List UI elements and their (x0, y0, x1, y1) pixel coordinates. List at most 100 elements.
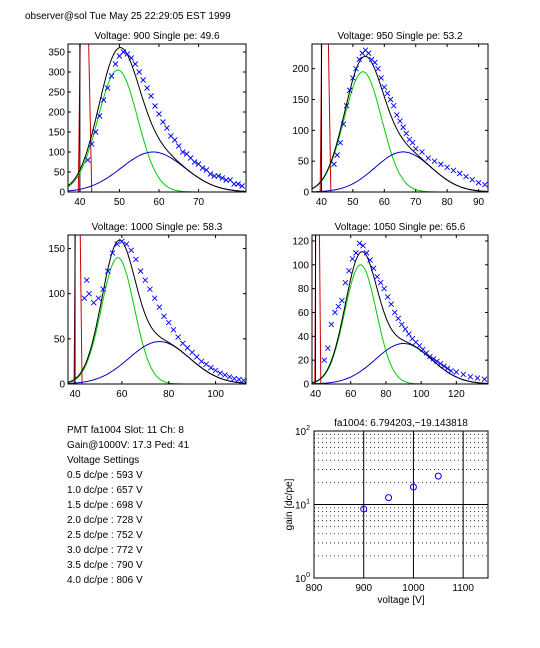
x-tick-label: 60 (153, 197, 165, 208)
data-point (215, 173, 222, 179)
plot-frame (67, 43, 247, 193)
data-point (137, 268, 144, 274)
data-point (425, 155, 432, 161)
x-tick-label: 90 (473, 197, 485, 208)
tick-exponent: 2 (306, 425, 310, 432)
data-point (140, 77, 146, 83)
data-point (381, 84, 388, 90)
data-point (119, 238, 125, 245)
data-point (92, 129, 99, 135)
data-point (365, 50, 372, 57)
y-tick-label: 200 (48, 108, 65, 119)
data-point (161, 313, 167, 320)
data-point (217, 370, 224, 376)
data-point (100, 286, 106, 293)
data-point (156, 111, 162, 117)
data-point (463, 173, 469, 180)
data-point (381, 285, 387, 292)
pmt-info-panel: PMT fa1004 Slot: 11 Ch: 8 Gain@1000V: 17… (67, 423, 267, 588)
single-pe-fit-curve (68, 69, 246, 192)
data-point (467, 374, 474, 380)
info-setting-1-5: 1.5 dc/pe : 698 V (67, 500, 143, 511)
data-point (346, 267, 352, 274)
x-tick-label: 80 (380, 389, 392, 400)
info-voltage-settings-heading: Voltage Settings (67, 455, 140, 466)
x-tick-label: 80 (442, 197, 454, 208)
data-point (390, 102, 397, 109)
data-point (370, 265, 377, 272)
x-tick-label: 40 (310, 389, 322, 400)
total-fit-curve (68, 46, 246, 192)
info-setting-3-0: 3.0 dc/pe : 772 V (67, 545, 143, 556)
data-point (84, 157, 91, 163)
data-point (453, 369, 460, 375)
panel-title: Voltage: 950 Single pe: 53.2 (337, 31, 463, 42)
data-point (356, 56, 362, 63)
info-setting-1-0: 1.0 dc/pe : 657 V (67, 485, 143, 496)
info-setting-3-5: 3.5 dc/pe : 790 V (67, 560, 143, 571)
y-tick-label: 50 (54, 334, 66, 345)
data-point (133, 256, 139, 263)
panel-title: Voltage: 900 Single pe: 49.6 (94, 31, 220, 42)
data-point (377, 279, 384, 286)
data-point (412, 146, 419, 152)
data-point (450, 167, 457, 174)
y-tick-label: 250 (48, 88, 65, 99)
x-tick-label: 40 (69, 389, 81, 400)
data-point (189, 349, 195, 356)
data-point (430, 356, 437, 362)
y-tick-label: 300 (48, 68, 65, 79)
gain-point (409, 483, 417, 491)
tick-base: 10 (295, 574, 307, 585)
y-tick-label: 60 (298, 308, 310, 319)
data-point (441, 363, 447, 369)
y-tick-label: 350 (48, 48, 65, 59)
x-tick-label: 40 (316, 197, 328, 208)
tick-base: 10 (295, 501, 307, 512)
y-tick-label: 80 (298, 284, 310, 295)
data-point (387, 96, 394, 103)
data-point (240, 377, 246, 384)
data-point (165, 319, 172, 326)
tick-exponent: 1 (306, 499, 310, 506)
data-point (391, 309, 398, 316)
data-point (325, 345, 331, 352)
data-point (219, 175, 226, 181)
info-pmt-line: PMT fa1004 Slot: 11 Ch: 8 (67, 425, 184, 436)
data-point (378, 75, 384, 81)
data-point (198, 358, 205, 365)
data-point (100, 97, 107, 103)
data-point (384, 294, 391, 300)
single-pe-fit-curve (312, 71, 488, 192)
data-point (96, 113, 103, 119)
data-point (395, 315, 402, 322)
y-tick-label: 120 (292, 236, 309, 247)
data-point (405, 331, 412, 337)
x-tick-label: 800 (306, 583, 323, 594)
y-tick-label: 101 (295, 499, 310, 512)
data-point (339, 297, 345, 304)
data-point (222, 372, 228, 378)
y-tick-label: 50 (54, 168, 66, 179)
gain-point (385, 494, 393, 502)
data-point (402, 326, 409, 332)
data-point (372, 59, 378, 66)
x-tick-label: 50 (114, 197, 126, 208)
histogram-panel-1: Voltage: 900 Single pe: 49.6 40 50 60 70 0 50 1… (48, 31, 247, 208)
data-point (148, 93, 154, 99)
data-point (474, 375, 481, 381)
data-point (346, 87, 353, 94)
info-gain-line: Gain@1000V: 17.3 Ped: 41 (67, 440, 190, 451)
y-tick-label: 100 (292, 126, 309, 137)
y-tick-label: 0 (303, 188, 309, 199)
data-point (136, 69, 143, 75)
data-point (444, 365, 451, 372)
panel-title: Voltage: 1050 Single pe: 65.6 (335, 222, 466, 233)
x-tick-label: 120 (448, 389, 465, 400)
double-pe-fit-curve (68, 151, 246, 192)
data-point (231, 375, 238, 382)
data-point (203, 361, 210, 367)
data-point (175, 334, 181, 340)
